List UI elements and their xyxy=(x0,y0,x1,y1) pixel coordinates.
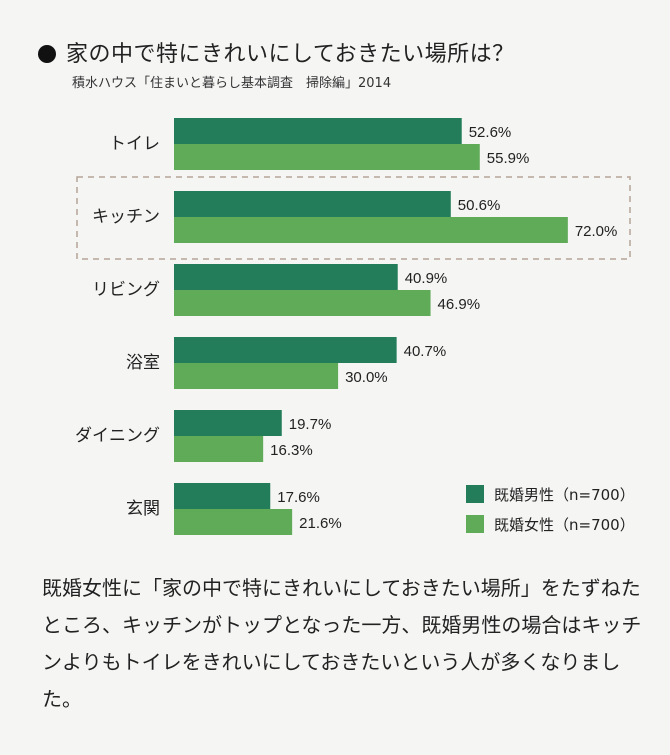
category-label: 玄関 xyxy=(126,499,160,519)
bar-female xyxy=(174,217,568,243)
data-label: 17.6% xyxy=(277,489,320,506)
bar-male xyxy=(174,410,282,436)
chart-title: 家の中で特にきれいにしておきたい場所は？ xyxy=(38,36,515,68)
data-label: 40.7% xyxy=(404,343,447,360)
highlight-box xyxy=(76,176,631,260)
data-label: 30.0% xyxy=(345,369,388,386)
description-text: 既婚女性に「家の中で特にきれいにしておきたい場所」をたずねたところ、キッチンがト… xyxy=(42,576,642,711)
legend-swatch-female xyxy=(466,515,484,533)
category-label: ダイニング xyxy=(75,426,160,446)
category-label: トイレ xyxy=(109,134,160,154)
bar-chart: トイレ 52.6% 55.9% キッチン 50.6% 72.0% リビング 40.9% 46.9… xyxy=(75,118,635,535)
data-label: 21.6% xyxy=(299,515,342,532)
data-label: 19.7% xyxy=(289,416,332,433)
bar-female xyxy=(174,144,480,170)
bar-female xyxy=(174,290,431,316)
legend-label-male: 既婚男性（n=700） xyxy=(494,486,635,504)
data-label: 40.9% xyxy=(405,270,448,287)
category-label: キッチン xyxy=(92,207,160,227)
bar-male xyxy=(174,191,451,217)
bar-female xyxy=(174,363,339,389)
data-label: 55.9% xyxy=(487,150,530,167)
bar-male xyxy=(174,118,462,144)
bar-male xyxy=(174,483,271,509)
data-label: 72.0% xyxy=(575,223,618,240)
bar-male xyxy=(174,264,398,290)
data-label: 16.3% xyxy=(270,442,313,459)
bar-female xyxy=(174,509,293,535)
bar-male xyxy=(174,337,397,363)
title-text: 家の中で特にきれいにしておきたい場所は？ xyxy=(66,42,515,67)
data-label: 52.6% xyxy=(469,124,512,141)
category-label: リビング xyxy=(92,280,160,300)
bullet-icon xyxy=(38,45,56,63)
legend-swatch-male xyxy=(466,485,484,503)
data-label: 50.6% xyxy=(458,197,501,214)
bar-female xyxy=(174,436,264,462)
legend-label-female: 既婚女性（n=700） xyxy=(494,516,635,534)
source-note: 積水ハウス「住まいと暮らし基本調査 掃除編」2014 xyxy=(72,76,392,91)
category-label: 浴室 xyxy=(126,353,160,373)
data-label: 46.9% xyxy=(438,296,481,313)
